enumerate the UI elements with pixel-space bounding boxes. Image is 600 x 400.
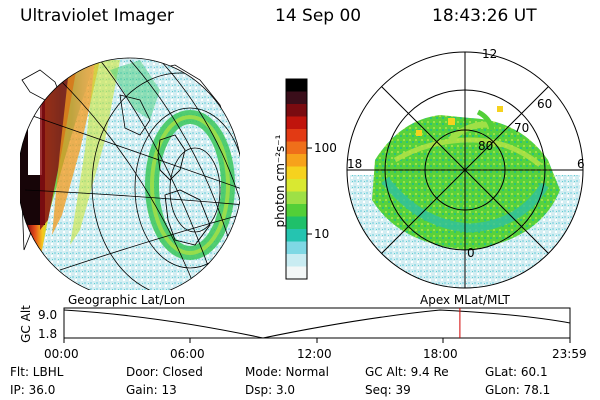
colorbar-swatch [286,216,307,230]
alt-xtick-2359: 23:59 [552,347,587,361]
colorbar-swatch [286,254,307,267]
colorbar-swatch [286,154,307,167]
alt-xtick-0600: 06:00 [170,347,205,361]
colorbar-swatch [286,204,307,217]
mlt-label-12: 12 [482,47,498,61]
left-projection-label: Geographic Lat/Lon [68,293,186,307]
colorbar-swatch [286,141,307,155]
colorbar-tick-100: 100 [314,141,337,155]
colorbar-swatch [286,91,307,105]
lat-label-70: 70 [514,121,530,135]
alt-xtick-1200: 12:00 [297,347,332,361]
info-gain: Gain: 13 [126,383,177,397]
colorbar-swatch [286,266,307,280]
mlt-label-6: 6 [577,157,585,171]
info-ip: IP: 36.0 [10,383,56,397]
alt-xtick-1800: 18:00 [423,347,458,361]
colorbar-swatch [286,116,307,130]
right-projection-label: Apex MLat/MLT [420,293,510,307]
colorbar-swatch [286,179,307,192]
info-dsp: Dsp: 3.0 [245,383,296,397]
mlt-label-18: 18 [347,157,363,171]
colorbar-swatch [286,129,307,142]
date-label: 14 Sep 00 [275,6,362,26]
info-glat: GLat: 60.1 [485,365,548,379]
instrument-title: Ultraviolet Imager [20,6,174,26]
lat-label-80: 80 [478,139,494,153]
mlt-label-0: 0 [467,246,475,260]
alt-ylabel: GC Alt [19,305,33,343]
info-glon: GLon: 78.1 [485,383,551,397]
info-seq: Seq: 39 [365,383,411,397]
colorbar [285,78,312,280]
info-door: Door: Closed [126,365,203,379]
colorbar-swatch [286,241,307,255]
alt-ytick-1.8: 1.8 [38,327,58,341]
polar-plot [346,51,584,289]
colorbar-swatch [286,79,307,92]
time-label: 18:43:26 UT [432,6,537,26]
colorbar-swatch [286,166,307,180]
info-filter: Flt: LBHL [10,365,64,379]
alt-ytick-9: 9.0 [38,308,58,322]
alt-xtick-0000: 00:00 [44,347,79,361]
lat-label-60: 60 [537,97,553,111]
info-gc-alt: GC Alt: 9.4 Re [365,365,449,379]
info-mode: Mode: Normal [245,365,329,379]
colorbar-tick-10: 10 [314,227,330,241]
colorbar-swatch [286,104,307,117]
colorbar-swatch [286,191,307,205]
colorbar-swatch [286,229,307,242]
